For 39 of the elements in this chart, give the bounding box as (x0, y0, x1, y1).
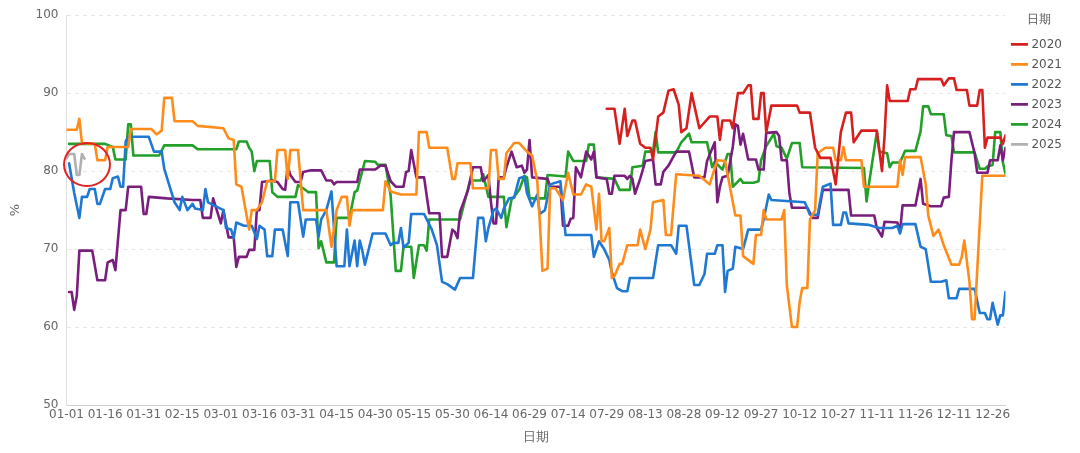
x-tick-label: 05-30 (434, 407, 470, 422)
x-tick-label: 04-30 (357, 407, 393, 422)
x-tick-label: 06-14 (473, 407, 509, 422)
y-axis-title: % (7, 203, 23, 217)
y-tick-label: 60 (43, 319, 59, 334)
x-tick-label: 07-14 (550, 407, 586, 422)
x-tick-label: 03-01 (203, 407, 239, 422)
x-tick-label: 01-01 (49, 407, 84, 422)
x-tick-label: 11-11 (859, 407, 895, 422)
x-tick-label: 03-31 (280, 407, 316, 422)
x-tick-label: 10-12 (782, 407, 818, 422)
legend-label: 2020 (1031, 36, 1063, 51)
legend-label: 2021 (1031, 56, 1063, 71)
x-axis-title: 日期 (522, 428, 549, 444)
x-tick-label: 12-26 (975, 407, 1011, 422)
x-tick-label: 01-31 (126, 407, 162, 422)
x-tick-label: 04-15 (319, 407, 355, 422)
x-tick-label: 07-29 (589, 407, 625, 422)
x-tick-label: 09-12 (705, 407, 740, 422)
y-tick-label: 70 (43, 241, 59, 256)
x-tick-label: 10-27 (820, 407, 856, 422)
x-tick-label: 11-26 (897, 407, 933, 422)
legend-label: 2024 (1031, 116, 1063, 131)
x-tick-label: 01-16 (87, 407, 123, 422)
y-tick-label: 90 (43, 85, 59, 100)
x-tick-label: 03-16 (242, 407, 277, 422)
x-tick-label: 06-29 (512, 407, 547, 422)
legend-label: 2022 (1031, 76, 1063, 91)
legend-label: 2023 (1031, 96, 1063, 111)
x-tick-label: 02-15 (164, 407, 200, 422)
x-tick-label: 12-11 (936, 407, 972, 422)
x-tick-label: 09-27 (743, 407, 779, 422)
x-tick-label: 05-15 (396, 407, 432, 422)
x-tick-label: 08-28 (666, 407, 702, 422)
legend-title: 日期 (1026, 12, 1051, 27)
y-tick-label: 100 (35, 7, 59, 22)
y-tick-label: 80 (43, 163, 59, 178)
legend-label: 2025 (1031, 136, 1063, 151)
x-tick-label: 08-13 (627, 407, 663, 422)
